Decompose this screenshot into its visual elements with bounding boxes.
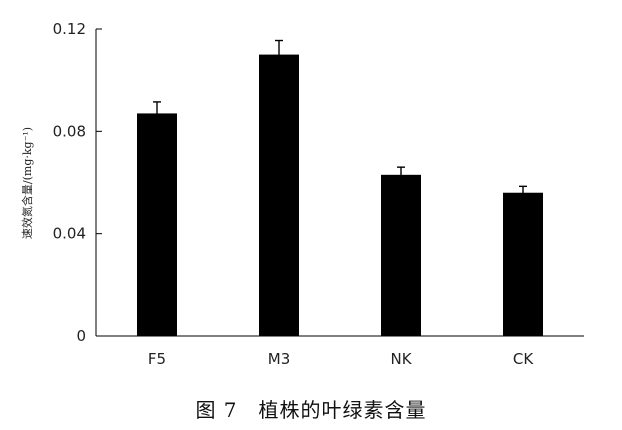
- bar: [381, 174, 421, 336]
- bar: [137, 113, 177, 336]
- bars: [137, 54, 543, 336]
- figure-caption: 图 7 植株的叶绿素含量: [195, 398, 427, 422]
- x-categories: F5 M3 NK CK: [148, 350, 534, 368]
- bar: [259, 54, 299, 336]
- x-category-label: M3: [268, 350, 291, 368]
- bar-chart: 0 0.04 0.08 0.12 F5 M3 NK CK 速效氮含量/(mg·kg⁻¹): [20, 20, 584, 368]
- x-category-label: CK: [513, 350, 534, 368]
- error-bars: [153, 39, 527, 200]
- y-ticks: 0 0.04 0.08 0.12: [53, 20, 102, 345]
- bar: [503, 192, 543, 336]
- axes: [95, 29, 584, 337]
- y-tick-label: 0.04: [53, 225, 86, 243]
- y-tick-label: 0.12: [53, 20, 86, 38]
- x-category-label: F5: [148, 350, 166, 368]
- y-tick-label: 0: [76, 327, 86, 345]
- y-tick-label: 0.08: [53, 122, 86, 140]
- x-category-label: NK: [390, 350, 412, 368]
- y-axis-label: 速效氮含量/(mg·kg⁻¹): [20, 127, 34, 239]
